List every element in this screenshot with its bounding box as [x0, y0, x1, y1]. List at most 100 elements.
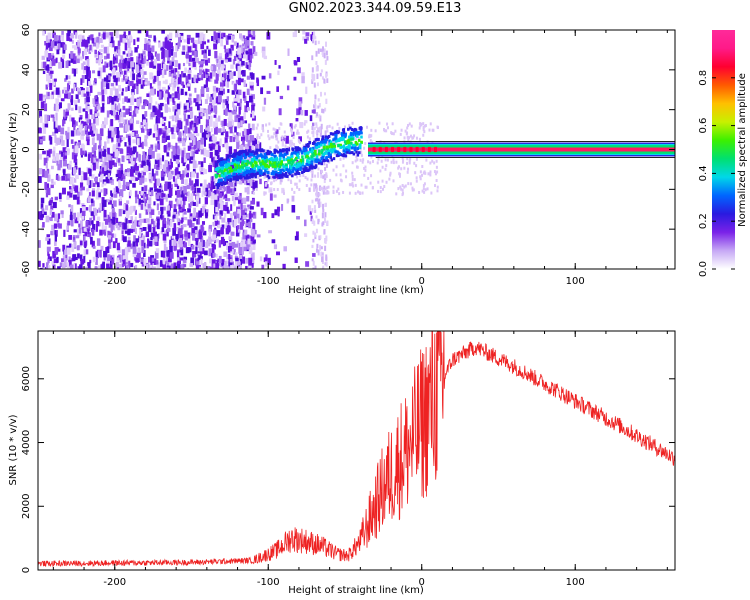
colorbar-tick: 0.2	[698, 213, 735, 229]
spectrogram-cell	[125, 134, 130, 138]
spectrogram-cell	[236, 211, 240, 219]
spectrogram-cell	[300, 109, 304, 116]
spectrogram-cell	[106, 137, 110, 144]
spectrogram-cell	[177, 211, 180, 216]
spectrogram-cell	[51, 59, 56, 66]
spectrogram-cell	[345, 169, 348, 173]
spectrogram-cell	[167, 181, 172, 190]
spectrogram-cell	[313, 140, 316, 144]
spectrogram-cell	[94, 177, 98, 182]
spectrogram-cell	[157, 103, 160, 112]
spectrogram-cell	[213, 136, 217, 143]
spectrogram-cell	[132, 139, 137, 144]
spectrogram-cell	[255, 151, 259, 155]
spectrogram-cell	[351, 161, 354, 165]
spectrogram-cell	[47, 238, 51, 245]
spectrogram-cell	[125, 79, 130, 84]
spectrogram-cell	[101, 89, 105, 95]
spectrogram-cell	[296, 175, 299, 179]
spectrogram-cell	[179, 32, 184, 38]
spectrogram-cell	[157, 90, 160, 97]
spectrogram-cell	[305, 32, 310, 37]
spectrogram-cell	[183, 264, 187, 268]
spectrogram-cell	[195, 163, 199, 168]
spectrogram-cell	[291, 204, 296, 213]
spectrogram-cell	[221, 172, 225, 176]
spectrogram-cell	[304, 233, 308, 237]
spectrogram-cell	[106, 75, 109, 83]
spectrogram-cell	[234, 126, 237, 133]
spectrogram-cell	[103, 77, 108, 82]
spectrogram-cell	[319, 235, 322, 239]
spectrogram-cell	[141, 141, 144, 149]
spectrogram-cell	[290, 163, 294, 167]
spectrogram-cell	[344, 150, 347, 154]
spectrogram-cell	[261, 165, 264, 169]
spectrogram-cell	[209, 266, 213, 269]
spectrogram-cell	[322, 159, 325, 163]
spectrogram-cell	[130, 161, 135, 165]
spectrogram-cell	[371, 186, 374, 190]
colorbar-label: Normalized spectral amplitude	[737, 73, 748, 227]
spectrogram-cell	[339, 145, 342, 149]
spectrogram-cell	[203, 53, 208, 59]
spectrogram-cell	[310, 169, 313, 173]
spectrogram-cell	[199, 183, 203, 187]
spectrogram-cell	[264, 160, 268, 164]
spectrogram-cell	[197, 252, 201, 257]
spectrogram-cell	[287, 161, 291, 165]
spectrogram-cell	[141, 246, 145, 254]
spectrogram-cell	[239, 258, 243, 265]
spectrogram-cell	[247, 43, 250, 49]
spectrogram-cell	[213, 90, 217, 98]
spectrogram-cell	[86, 226, 91, 231]
spectrogram-cell	[423, 130, 426, 134]
spectrogram-cell	[159, 198, 164, 206]
spectrogram-cell	[79, 114, 83, 119]
spectrogram-cell	[153, 237, 156, 243]
spectrogram-cell	[248, 175, 251, 179]
spectrogram-cell	[154, 188, 158, 192]
spectrogram-cell	[247, 139, 252, 147]
spectrogram-cell	[324, 41, 327, 47]
spectrogram-cell	[120, 55, 124, 60]
spectrogram-cell	[117, 93, 121, 101]
spectrogram-cell	[142, 227, 147, 231]
colorbar-tick: 0.0	[698, 261, 735, 277]
spectrogram-cell	[82, 144, 85, 151]
spectrogram-cell	[176, 250, 180, 258]
spectrogram-cell	[431, 140, 434, 144]
spectrogram-cell	[332, 132, 335, 136]
spectrogram-cell	[183, 242, 187, 248]
spectrogram-cell	[304, 155, 308, 159]
spectrogram-cell	[190, 111, 194, 119]
spectrogram-cell	[194, 50, 197, 58]
spectrogram-cell	[133, 219, 137, 227]
spectrogram-cell	[145, 209, 149, 215]
spectrogram-cell	[268, 230, 273, 234]
spectrogram-cell	[224, 178, 227, 182]
spectrogram-cell	[66, 247, 71, 255]
spectrogram-cell	[233, 105, 237, 110]
spectrogram-cell	[50, 114, 55, 118]
spectrogram-cell	[358, 126, 362, 130]
spectrogram-cell	[252, 198, 255, 204]
spectrogram-cell	[273, 175, 276, 179]
spectrogram-cell	[100, 44, 105, 48]
spectrogram-cell	[156, 153, 161, 161]
spectrogram-cell	[159, 68, 163, 75]
spectrogram-cell	[98, 192, 101, 198]
spectrogram-cell	[316, 197, 319, 202]
spectrogram-cell	[327, 149, 331, 153]
spectrogram-cell	[220, 77, 225, 81]
spectrogram-cell	[225, 260, 229, 265]
spectrogram-cell	[269, 175, 272, 179]
spectrogram-cell	[259, 173, 262, 177]
spectrogram-cell	[68, 235, 72, 240]
spectrogram-cell	[239, 180, 243, 185]
spectrogram-cell	[221, 217, 226, 223]
spectrogram-cell	[178, 197, 183, 204]
top-xlabel: Height of straight line (km)	[288, 285, 424, 296]
spectrogram-cell	[73, 263, 77, 269]
spectrogram-cell	[267, 165, 270, 169]
